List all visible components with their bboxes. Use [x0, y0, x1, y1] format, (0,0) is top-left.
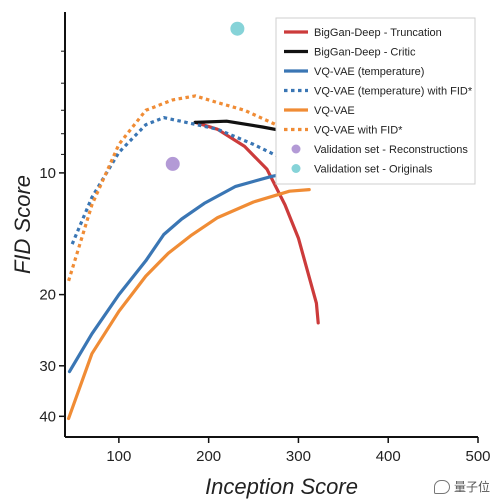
y-tick-label-40: 40 — [39, 408, 56, 425]
x-axis-label: Inception Score — [205, 474, 358, 499]
y-axis-label: FID Score — [10, 175, 35, 274]
watermark: 量子位 — [433, 478, 490, 495]
y-tick-label-30: 30 — [39, 358, 56, 375]
legend-label-0: BigGan-Deep - Truncation — [314, 27, 442, 39]
x-tick-label-200: 200 — [196, 448, 221, 465]
x-tick-label-100: 100 — [106, 448, 131, 465]
legend-point-swatch-0 — [291, 144, 301, 154]
legend-box — [275, 17, 476, 185]
x-tick-label-500: 500 — [465, 448, 490, 465]
x-tick-label-400: 400 — [376, 448, 401, 465]
chat-bubble-icon — [433, 479, 450, 494]
series-line-3 — [70, 115, 322, 245]
series-line-0 — [193, 120, 320, 325]
x-tick-label-300: 300 — [286, 448, 311, 465]
y-tick-label-20: 20 — [39, 287, 56, 304]
scatter-point-0 — [165, 156, 180, 171]
legend-label-1: BigGan-Deep - Critic — [314, 47, 416, 59]
legend-point-label-0: Validation set - Reconstructions — [314, 144, 468, 156]
legend-label-3: VQ-VAE (temperature) with FID* — [314, 86, 473, 98]
legend-label-4: VQ-VAE — [314, 105, 355, 117]
legend-point-swatch-1 — [291, 164, 301, 173]
scatter-point-1 — [230, 21, 245, 36]
legend-point-label-1: Validation set - Originals — [314, 164, 433, 176]
series-line-5 — [67, 94, 309, 282]
legend-label-2: VQ-VAE (temperature) — [314, 66, 424, 78]
y-tick-label-10: 10 — [39, 165, 56, 182]
series-line-4 — [66, 188, 311, 421]
watermark-text: 量子位 — [453, 480, 490, 494]
legend-label-5: VQ-VAE with FID* — [314, 125, 403, 137]
